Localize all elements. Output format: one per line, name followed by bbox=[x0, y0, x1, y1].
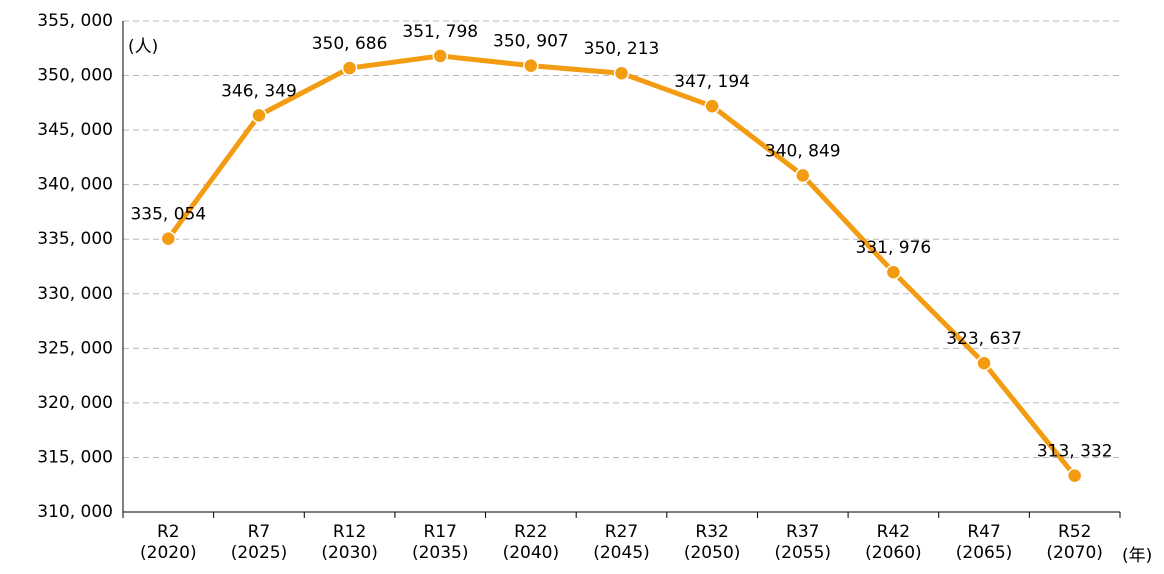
x-tick-label: (2025) bbox=[231, 543, 288, 563]
y-tick-label: 355, 000 bbox=[37, 11, 113, 31]
y-tick-label: 340, 000 bbox=[37, 175, 113, 195]
x-tick-label: (2055) bbox=[775, 543, 832, 563]
y-tick-label: 320, 000 bbox=[37, 393, 113, 413]
point bbox=[160, 230, 177, 247]
point bbox=[704, 98, 720, 114]
y-unit: (人) bbox=[128, 37, 158, 57]
point bbox=[795, 167, 811, 184]
x-tick-label: R7 bbox=[248, 522, 271, 542]
y-tick-label: 350, 000 bbox=[37, 66, 113, 86]
data-label: 313, 332 bbox=[1037, 442, 1113, 462]
y-tick-label: 335, 000 bbox=[37, 229, 113, 249]
point bbox=[976, 355, 992, 371]
point bbox=[251, 107, 267, 124]
x-tick-label: R17 bbox=[424, 522, 457, 542]
y-tick-label: 315, 000 bbox=[37, 447, 113, 467]
point bbox=[523, 57, 539, 74]
x-tick-label: (2060) bbox=[865, 543, 922, 563]
x-tick-label: R52 bbox=[1058, 522, 1091, 542]
data-label: 346, 349 bbox=[221, 81, 297, 101]
point bbox=[432, 48, 448, 64]
data-label: 335, 054 bbox=[130, 205, 206, 225]
point bbox=[613, 65, 630, 81]
data-label: 331, 976 bbox=[856, 238, 932, 258]
x-tick-label: (2045) bbox=[593, 543, 650, 563]
data-label: 350, 907 bbox=[493, 32, 569, 52]
data-label: 351, 798 bbox=[402, 22, 478, 42]
data-label: 350, 213 bbox=[584, 39, 660, 59]
x-unit: (年) bbox=[1122, 546, 1152, 566]
x-tick-label: R47 bbox=[967, 522, 1000, 542]
y-tick-label: 330, 000 bbox=[37, 284, 113, 304]
data-label: 323, 637 bbox=[946, 329, 1022, 349]
data-label: 347, 194 bbox=[674, 72, 750, 92]
point bbox=[341, 60, 358, 76]
data-label: 340, 849 bbox=[765, 141, 841, 161]
x-tick-label: (2040) bbox=[503, 543, 560, 563]
line bbox=[166, 53, 1077, 478]
x-tick-label: R22 bbox=[514, 522, 547, 542]
y-tick-label: 345, 000 bbox=[37, 120, 113, 140]
point bbox=[885, 264, 902, 280]
point bbox=[1066, 467, 1083, 484]
x-tick-label: (2065) bbox=[956, 543, 1013, 563]
x-tick-label: (2030) bbox=[321, 543, 378, 563]
x-tick-label: (2050) bbox=[684, 543, 741, 563]
x-tick-label: R12 bbox=[333, 522, 366, 542]
x-tick-label: (2020) bbox=[140, 543, 197, 563]
data-label: 350, 686 bbox=[312, 34, 388, 54]
x-tick-label: (2035) bbox=[412, 543, 469, 563]
x-tick-label: R37 bbox=[786, 522, 819, 542]
x-tick-label: R42 bbox=[877, 522, 910, 542]
y-tick-label: 310, 000 bbox=[37, 502, 113, 522]
x-tick-label: (2070) bbox=[1046, 543, 1103, 563]
x-tick-label: R32 bbox=[695, 522, 728, 542]
y-tick-label: 325, 000 bbox=[37, 338, 113, 358]
x-tick-label: R2 bbox=[157, 522, 180, 542]
x-tick-label: R27 bbox=[605, 522, 638, 542]
